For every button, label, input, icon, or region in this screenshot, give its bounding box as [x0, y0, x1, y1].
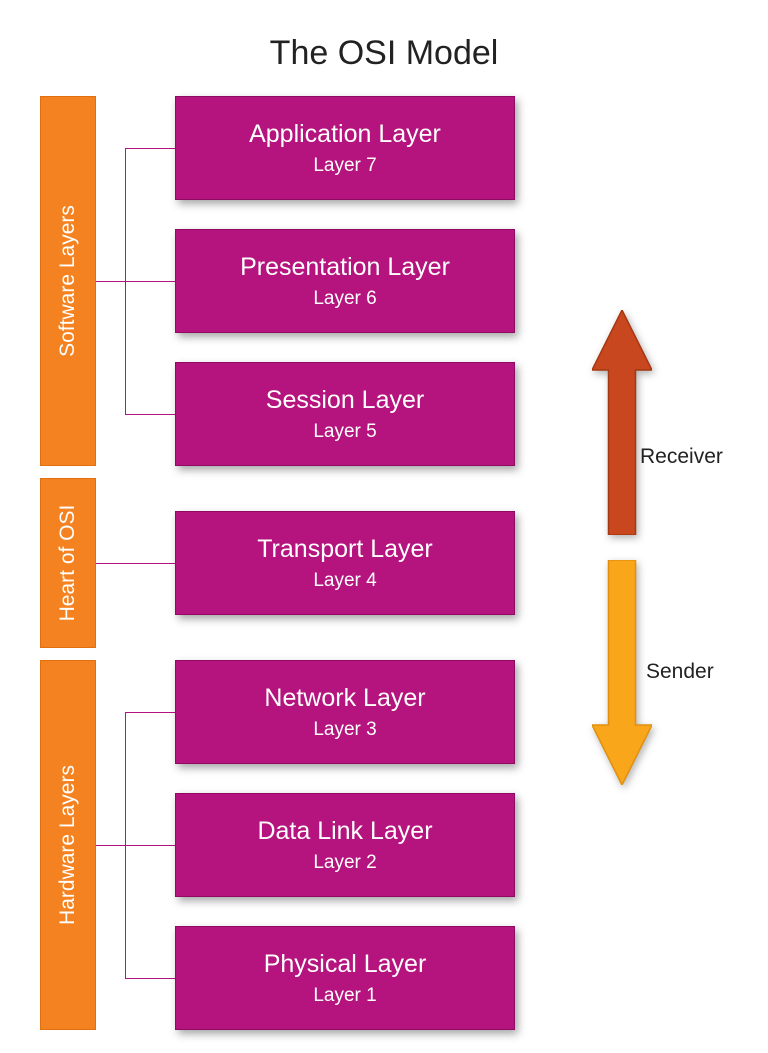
- diagram-title: The OSI Model: [0, 34, 768, 73]
- layer-name: Network Layer: [264, 684, 425, 713]
- layer-datalink: Data Link Layer Layer 2: [175, 793, 515, 897]
- group-label-hardware: Hardware Layers: [56, 765, 80, 925]
- receiver-label: Receiver: [640, 445, 723, 469]
- layer-name: Application Layer: [249, 120, 441, 149]
- group-software-layers: Software Layers: [40, 96, 96, 466]
- layer-name: Physical Layer: [264, 950, 427, 979]
- layer-application: Application Layer Layer 7: [175, 96, 515, 200]
- group-hardware-layers: Hardware Layers: [40, 660, 96, 1030]
- layer-number: Layer 4: [313, 570, 376, 592]
- sender-arrow-down-icon: [592, 560, 652, 790]
- layer-name: Presentation Layer: [240, 253, 450, 282]
- group-label-software: Software Layers: [56, 205, 80, 357]
- layer-name: Data Link Layer: [257, 817, 432, 846]
- layer-number: Layer 3: [313, 719, 376, 741]
- layer-physical: Physical Layer Layer 1: [175, 926, 515, 1030]
- receiver-arrow-up-icon: [592, 310, 652, 540]
- sender-label: Sender: [646, 660, 714, 684]
- layer-name: Transport Layer: [257, 535, 433, 564]
- layer-number: Layer 1: [313, 985, 376, 1007]
- layer-network: Network Layer Layer 3: [175, 660, 515, 764]
- layer-number: Layer 5: [313, 421, 376, 443]
- group-label-heart: Heart of OSI: [56, 505, 80, 622]
- layer-transport: Transport Layer Layer 4: [175, 511, 515, 615]
- group-heart-of-osi: Heart of OSI: [40, 478, 96, 648]
- layer-number: Layer 7: [313, 155, 376, 177]
- layer-number: Layer 2: [313, 852, 376, 874]
- layer-presentation: Presentation Layer Layer 6: [175, 229, 515, 333]
- layer-name: Session Layer: [266, 386, 424, 415]
- layer-number: Layer 6: [313, 288, 376, 310]
- layer-session: Session Layer Layer 5: [175, 362, 515, 466]
